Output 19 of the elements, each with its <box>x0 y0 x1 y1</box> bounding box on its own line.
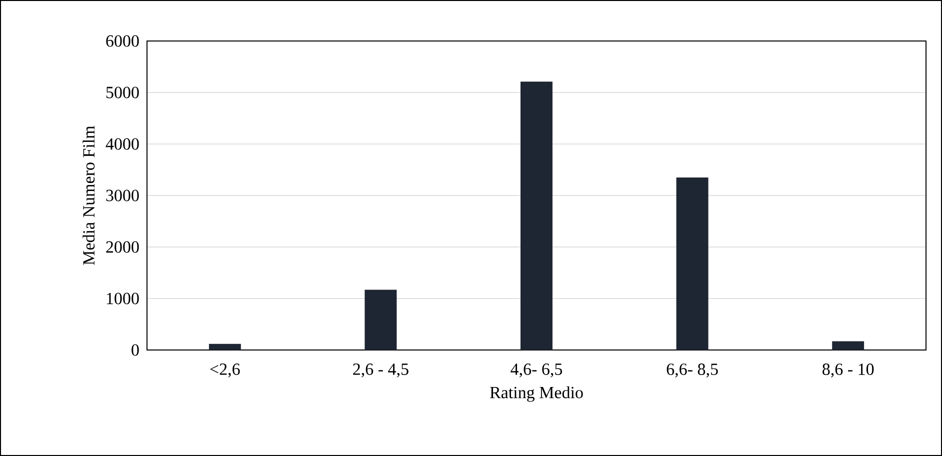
x-tick-label: 2,6 - 4,5 <box>353 364 408 378</box>
y-tick-label: 2000 <box>106 241 139 253</box>
bar <box>676 177 708 350</box>
bar <box>832 341 864 350</box>
bar <box>520 82 553 350</box>
y-axis-title: Media Numero Film <box>82 126 95 265</box>
x-tick-label: 8,6 - 10 <box>822 364 874 378</box>
y-tick-label: 1000 <box>106 292 139 304</box>
y-tick-label: 3000 <box>106 190 139 202</box>
x-axis-title: Rating Medio <box>490 386 583 402</box>
bar <box>208 344 241 350</box>
y-tick-label: 4000 <box>106 138 139 150</box>
x-tick-label: 4,6- 6,5 <box>510 364 562 378</box>
bar <box>364 290 397 350</box>
y-tick-label: 0 <box>132 344 139 356</box>
y-tick-label: 5000 <box>106 86 139 98</box>
x-tick-label: <2,6 <box>210 364 240 378</box>
x-tick-label: 6,6- 8,5 <box>666 364 718 378</box>
y-tick-label: 6000 <box>106 35 139 47</box>
